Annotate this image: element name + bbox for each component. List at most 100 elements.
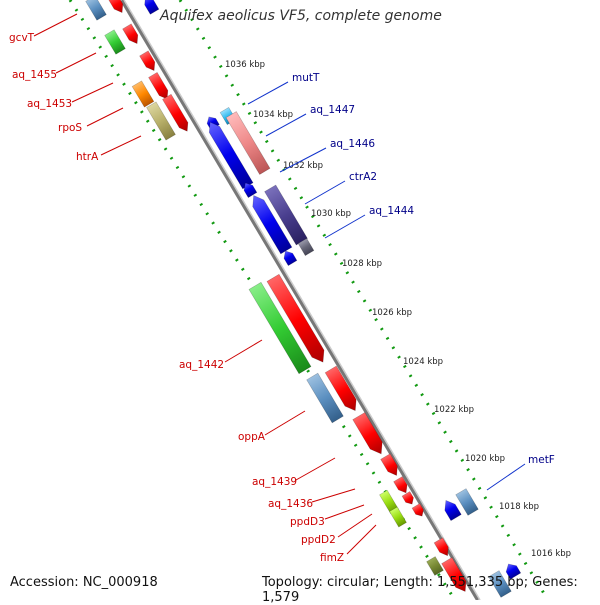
leader-line xyxy=(265,113,307,137)
gene-label: htrA xyxy=(76,151,99,163)
gene-label: metF xyxy=(528,454,555,466)
gene-feature xyxy=(306,372,344,424)
gene-arrow xyxy=(264,184,308,246)
leader-line xyxy=(33,13,78,37)
gene-arrow xyxy=(283,250,298,266)
gene-feature xyxy=(131,80,155,108)
gene-label: ppdD2 xyxy=(301,534,336,546)
kbp-tick-label: 1020 kbp xyxy=(465,454,505,464)
gene-arrow xyxy=(380,453,398,476)
gene-feature xyxy=(252,195,293,255)
gene-feature xyxy=(208,121,254,190)
kbp-tick-label: 1034 kbp xyxy=(253,110,293,120)
leader-line xyxy=(324,504,365,520)
gene-feature xyxy=(411,503,424,517)
leader-line xyxy=(304,180,346,205)
gene-feature xyxy=(248,281,312,375)
gene-arrow xyxy=(85,0,107,21)
gene-features xyxy=(85,0,522,598)
gene-feature xyxy=(104,29,126,55)
gene-feature xyxy=(85,0,107,21)
gene-label: aq_1453 xyxy=(27,98,72,110)
topology-text: Topology: circular; Length: 1,551,335 bp… xyxy=(262,575,578,605)
gene-feature xyxy=(441,557,467,592)
gene-labels: gcvT aq_1455 aq_1453 rpoS htrA aq_1442 oppA aq_… xyxy=(9,13,555,564)
gene-feature xyxy=(264,184,308,246)
gene-feature xyxy=(426,556,444,576)
gene-feature xyxy=(148,71,169,100)
gene-arrow xyxy=(433,537,449,557)
kbp-tick-label: 1030 kbp xyxy=(311,209,351,219)
gene-arrow xyxy=(248,281,312,375)
leader-line xyxy=(224,339,263,363)
gene-arrow xyxy=(266,273,325,363)
leader-line xyxy=(86,107,124,127)
gene-label: aq_1446 xyxy=(330,138,375,150)
kbp-tick-label: 1032 kbp xyxy=(283,161,323,171)
gene-feature xyxy=(389,506,407,528)
gene-arrow xyxy=(107,0,124,14)
gene-label: ctrA2 xyxy=(349,171,377,183)
gene-arrow xyxy=(401,491,414,505)
gene-arrow xyxy=(352,412,383,455)
gene-arrow xyxy=(131,80,155,108)
gene-arrow xyxy=(411,503,424,517)
gene-feature xyxy=(505,563,522,580)
gene-arrow xyxy=(144,0,160,15)
gene-arrow xyxy=(243,182,258,198)
gene-label: aq_1442 xyxy=(179,359,224,371)
gene-feature xyxy=(324,365,357,412)
leader-line xyxy=(337,513,373,538)
gene-feature xyxy=(297,238,315,256)
gene-arrow xyxy=(146,101,176,141)
gene-arrow xyxy=(389,506,407,528)
outer-dotted-track xyxy=(178,0,550,600)
gene-feature xyxy=(122,23,139,45)
gene-arrow xyxy=(444,499,462,522)
gene-label: aq_1444 xyxy=(369,205,414,217)
gene-label: oppA xyxy=(238,431,266,443)
kbp-ticks: 1036 kbp 1034 kbp 1032 kbp 1030 kbp 1028 kbp… xyxy=(225,60,571,559)
gene-arrow xyxy=(162,93,189,132)
leader-line xyxy=(279,147,327,173)
gene-feature xyxy=(379,489,399,515)
genome-title: Aquifex aeolicus VF5, complete genome xyxy=(160,8,442,24)
gene-arrow xyxy=(379,489,399,515)
gene-arrow xyxy=(306,372,344,424)
kbp-tick-label: 1018 kbp xyxy=(499,502,539,512)
gene-arrow xyxy=(393,476,408,494)
kbp-tick-label: 1022 kbp xyxy=(434,405,474,415)
gene-feature xyxy=(444,499,462,522)
gene-feature xyxy=(393,476,408,494)
gene-feature xyxy=(455,488,479,516)
gene-arrow xyxy=(505,563,522,580)
gene-label: aq_1439 xyxy=(252,476,297,488)
gene-label: fimZ xyxy=(320,552,344,564)
gene-arrow xyxy=(324,365,357,412)
accession-text: Accession: NC_000918 xyxy=(10,575,158,590)
gene-label: aq_1436 xyxy=(268,498,313,510)
gene-feature xyxy=(380,453,398,476)
leader-line xyxy=(324,214,366,239)
leader-line xyxy=(247,81,289,105)
gene-label: ppdD3 xyxy=(290,516,325,528)
kbp-tick-label: 1028 kbp xyxy=(342,259,382,269)
gene-feature xyxy=(488,570,512,598)
gene-feature xyxy=(243,182,258,198)
gene-feature xyxy=(352,412,383,455)
gene-feature xyxy=(266,273,325,363)
leader-line xyxy=(264,410,306,436)
gene-arrow xyxy=(122,23,139,45)
gene-arrow xyxy=(297,238,315,256)
gene-arrow xyxy=(104,29,126,55)
gene-label: aq_1455 xyxy=(12,69,57,81)
gene-label: rpoS xyxy=(58,122,82,134)
gene-feature xyxy=(283,250,298,266)
kbp-tick-label: 1016 kbp xyxy=(531,549,571,559)
gene-feature xyxy=(144,0,160,15)
gene-feature xyxy=(401,491,414,505)
leader-line xyxy=(311,488,356,503)
gene-feature xyxy=(107,0,124,14)
gene-arrow xyxy=(455,488,479,516)
